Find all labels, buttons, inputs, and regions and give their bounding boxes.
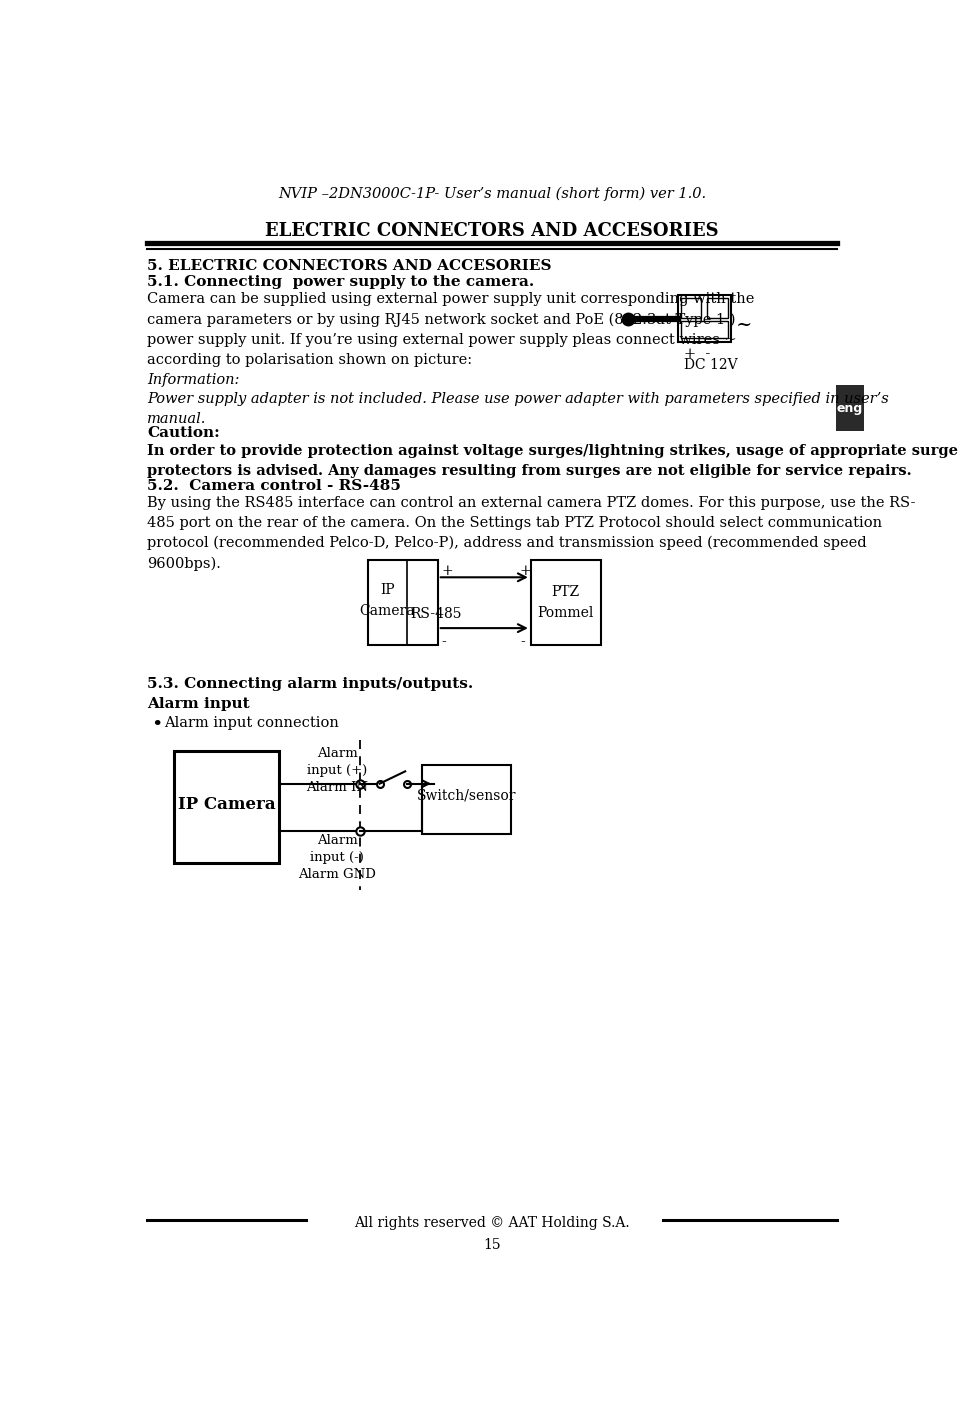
Text: 5.2.  Camera control - RS-485: 5.2. Camera control - RS-485 — [147, 479, 401, 492]
Text: •: • — [151, 716, 162, 733]
Bar — [678, 295, 731, 343]
Bar — [422, 766, 512, 835]
Text: All rights reserved © AAT Holding S.A.: All rights reserved © AAT Holding S.A. — [354, 1217, 630, 1231]
Text: ~: ~ — [736, 316, 753, 334]
Bar — [175, 752, 278, 863]
Text: 5.3. Connecting alarm inputs/outputs.: 5.3. Connecting alarm inputs/outputs. — [147, 677, 473, 691]
Text: By using the RS485 interface can control an external camera PTZ domes. For this : By using the RS485 interface can control… — [147, 496, 916, 571]
Text: -: - — [442, 634, 446, 649]
Text: IP
Camera: IP Camera — [360, 584, 415, 618]
Text: In order to provide protection against voltage surges/lightning strikes, usage o: In order to provide protection against v… — [147, 444, 958, 478]
Bar — [531, 560, 601, 644]
Bar — [368, 560, 438, 644]
Text: Power supply adapter is not included. Please use power adapter with parameters s: Power supply adapter is not included. Pl… — [147, 392, 889, 426]
Text: DC 12V: DC 12V — [684, 358, 738, 372]
Text: Alarm input: Alarm input — [147, 698, 250, 712]
Bar — [681, 298, 701, 317]
Text: ELECTRIC CONNECTORS AND ACCESORIES: ELECTRIC CONNECTORS AND ACCESORIES — [265, 221, 719, 240]
Bar — [836, 385, 864, 431]
Text: 15: 15 — [483, 1238, 501, 1252]
Text: eng: eng — [837, 402, 863, 415]
Text: 5.1. Connecting  power supply to the camera.: 5.1. Connecting power supply to the came… — [147, 275, 535, 289]
Text: Alarm
input (-)
Alarm GND: Alarm input (-) Alarm GND — [298, 835, 376, 881]
Text: RS-485: RS-485 — [411, 606, 462, 620]
Text: Information:: Information: — [147, 374, 239, 388]
Text: -: - — [520, 634, 525, 649]
Text: +: + — [520, 564, 532, 578]
Text: +: + — [442, 564, 453, 578]
Text: Alarm
input (+)
Alarm IN: Alarm input (+) Alarm IN — [306, 747, 368, 794]
Text: 5. ELECTRIC CONNECTORS AND ACCESORIES: 5. ELECTRIC CONNECTORS AND ACCESORIES — [147, 258, 552, 272]
Bar — [708, 298, 728, 317]
Text: +  -: + - — [684, 347, 710, 361]
Text: NVIP –2DN3000C-1P- User’s manual (short form) ver 1.0.: NVIP –2DN3000C-1P- User’s manual (short … — [278, 186, 706, 200]
Text: IP Camera: IP Camera — [178, 797, 276, 814]
Text: Switch/sensor: Switch/sensor — [417, 788, 516, 802]
Text: Alarm input connection: Alarm input connection — [164, 716, 339, 730]
Text: Caution:: Caution: — [147, 426, 220, 440]
Text: Camera can be supplied using external power supply unit corresponding with the
c: Camera can be supplied using external po… — [147, 292, 755, 367]
Text: PTZ
Pommel: PTZ Pommel — [538, 585, 594, 619]
Bar — [681, 321, 728, 338]
